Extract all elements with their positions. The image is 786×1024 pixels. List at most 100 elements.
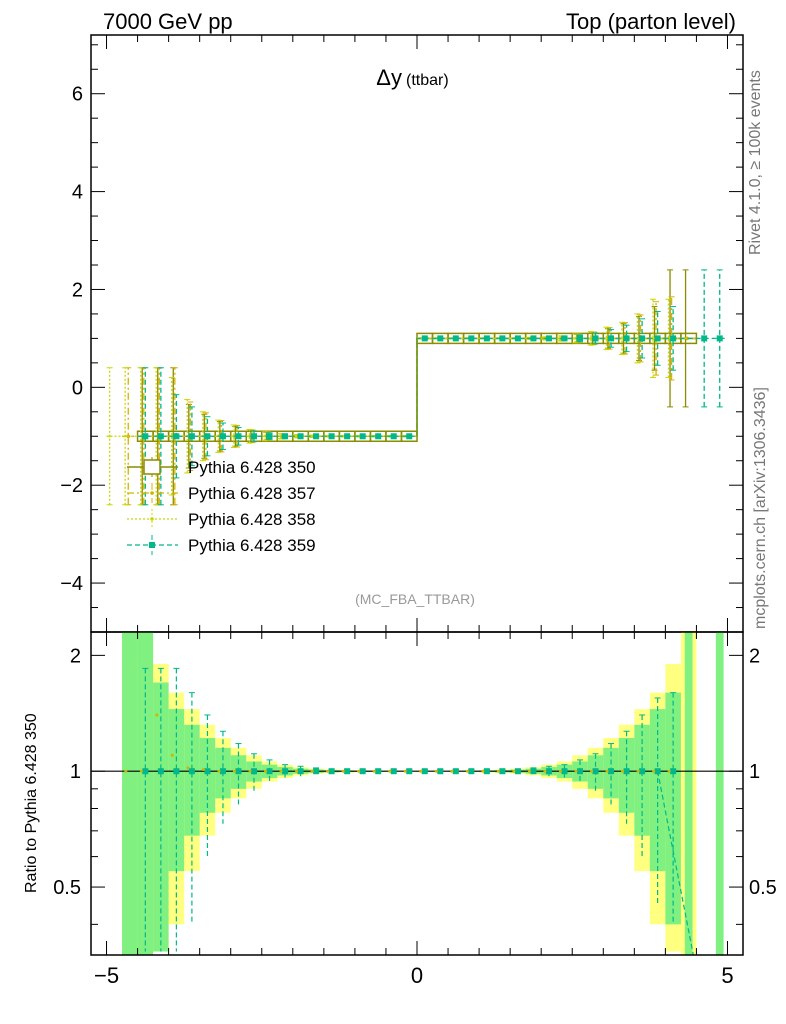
data-point (310, 435, 313, 438)
data-point (328, 433, 335, 440)
data-point (623, 335, 630, 342)
ratio-point (297, 768, 304, 775)
legend-label: Pythia 6.428 358 (188, 510, 316, 529)
legend-marker (150, 491, 154, 495)
ratio-point-357 (558, 769, 562, 773)
ratio-point (483, 768, 490, 775)
legend-label: Pythia 6.428 359 (188, 536, 316, 555)
ratio-point-357 (621, 769, 625, 773)
ratio-point (251, 768, 257, 775)
ratio-y-tick-label: 2 (70, 645, 81, 667)
ratio-y-tick-label-right: 2 (749, 645, 760, 667)
ratio-point-357 (481, 769, 485, 773)
ratio-y-tick-label: 1 (70, 761, 81, 783)
ratio-point (561, 768, 568, 775)
data-point (188, 433, 195, 440)
ratio-point (437, 768, 444, 775)
data-point (344, 433, 351, 440)
ratio-point (173, 768, 180, 775)
ratio-point-357 (636, 769, 640, 773)
uncertainty-band-inner (684, 632, 693, 955)
data-point (545, 335, 552, 342)
ratio-content (91, 632, 743, 956)
data-point (157, 433, 164, 440)
ratio-point-357 (264, 769, 268, 773)
ratio-point (545, 768, 552, 775)
ratio-point (452, 768, 459, 775)
ratio-plot: 0.5 0.5 1 1 2 2 −5 0 5 Ratio to Pythia 6.428 350 (23, 631, 777, 988)
ratio-point (608, 768, 615, 775)
ratio-point-357 (232, 769, 236, 773)
ratio-point (282, 768, 289, 775)
uncertainty-band-inner (715, 632, 724, 955)
data-point (437, 335, 444, 342)
data-point (173, 433, 180, 440)
energy-label: 7000 GeV pp (103, 9, 233, 34)
ratio-point (204, 768, 211, 775)
data-point (514, 335, 521, 342)
legend-marker (143, 459, 161, 475)
data-point (263, 435, 267, 438)
ratio-point (639, 768, 646, 775)
data-point (282, 433, 289, 440)
ratio-point (142, 768, 149, 775)
data-point (297, 433, 304, 440)
data-point (608, 335, 615, 342)
uncertainty-band-inner (184, 724, 200, 836)
legend-label: Pythia 6.428 357 (188, 484, 316, 503)
data-point (142, 433, 149, 440)
ratio-point-357 (574, 769, 578, 773)
ratio-point-357 (295, 769, 299, 773)
data-point (235, 433, 242, 440)
ratio-point-357 (605, 769, 609, 773)
data-point (390, 433, 397, 440)
ratio-ylabel: Ratio to Pythia 6.428 350 (23, 713, 40, 893)
data-point (530, 335, 537, 342)
ratio-point-357 (139, 769, 143, 773)
ratio-y-tick-label-right: 0.5 (749, 877, 777, 899)
ratio-point (235, 768, 242, 775)
y-tick-label: −2 (60, 475, 83, 497)
data-point (406, 433, 413, 440)
y-tick-label: 0 (72, 377, 83, 399)
ratio-point (219, 768, 226, 775)
ratio-point-357 (201, 768, 205, 772)
y-tick-label: 2 (72, 279, 83, 301)
main-axis-ticks: −4 −2 0 2 4 6 (60, 35, 743, 633)
data-point (639, 335, 646, 342)
legend-label: Pythia 6.428 350 (188, 458, 316, 477)
ratio-y-tick-label: 0.5 (53, 877, 81, 899)
ratio-point (499, 768, 506, 775)
uncertainty-band-inner (137, 632, 154, 955)
x-tick-label: −5 (94, 963, 119, 988)
legend-marker (149, 542, 155, 548)
ratio-point (359, 768, 366, 775)
ratio-point-357 (310, 769, 314, 773)
data-point (620, 337, 624, 340)
ratio-point (406, 768, 413, 775)
data-point (123, 435, 127, 438)
ratio-point (623, 768, 630, 775)
ratio-point-357 (124, 769, 128, 773)
ratio-point-357 (543, 769, 547, 773)
ratio-point-357 (279, 769, 283, 773)
data-point (483, 335, 490, 342)
ratio-dropoff (657, 771, 694, 956)
data-point (592, 335, 599, 342)
data-point (251, 433, 257, 440)
plot-title: Δy (376, 65, 402, 90)
legend: Pythia 6.428 350 Pythia 6.428 357 Pythia 6… (127, 457, 316, 555)
ratio-point (592, 768, 599, 775)
ratio-point-357 (403, 769, 407, 773)
data-point (279, 435, 282, 438)
data-point (605, 337, 608, 340)
plot-title-suffix: (ttbar) (406, 72, 449, 89)
ratio-axis-ticks: 0.5 0.5 1 1 2 2 −5 0 5 (53, 632, 777, 988)
analysis-watermark: (MC_FBA_TTBAR) (355, 591, 475, 607)
data-point (716, 335, 723, 342)
data-point (468, 335, 475, 342)
data-point (108, 435, 111, 438)
main-plot: −4 −2 0 2 4 6 Δy (ttbar) (MC_FBA_TTBAR) Pythi… (60, 34, 744, 633)
ratio-point-357 (217, 769, 221, 773)
